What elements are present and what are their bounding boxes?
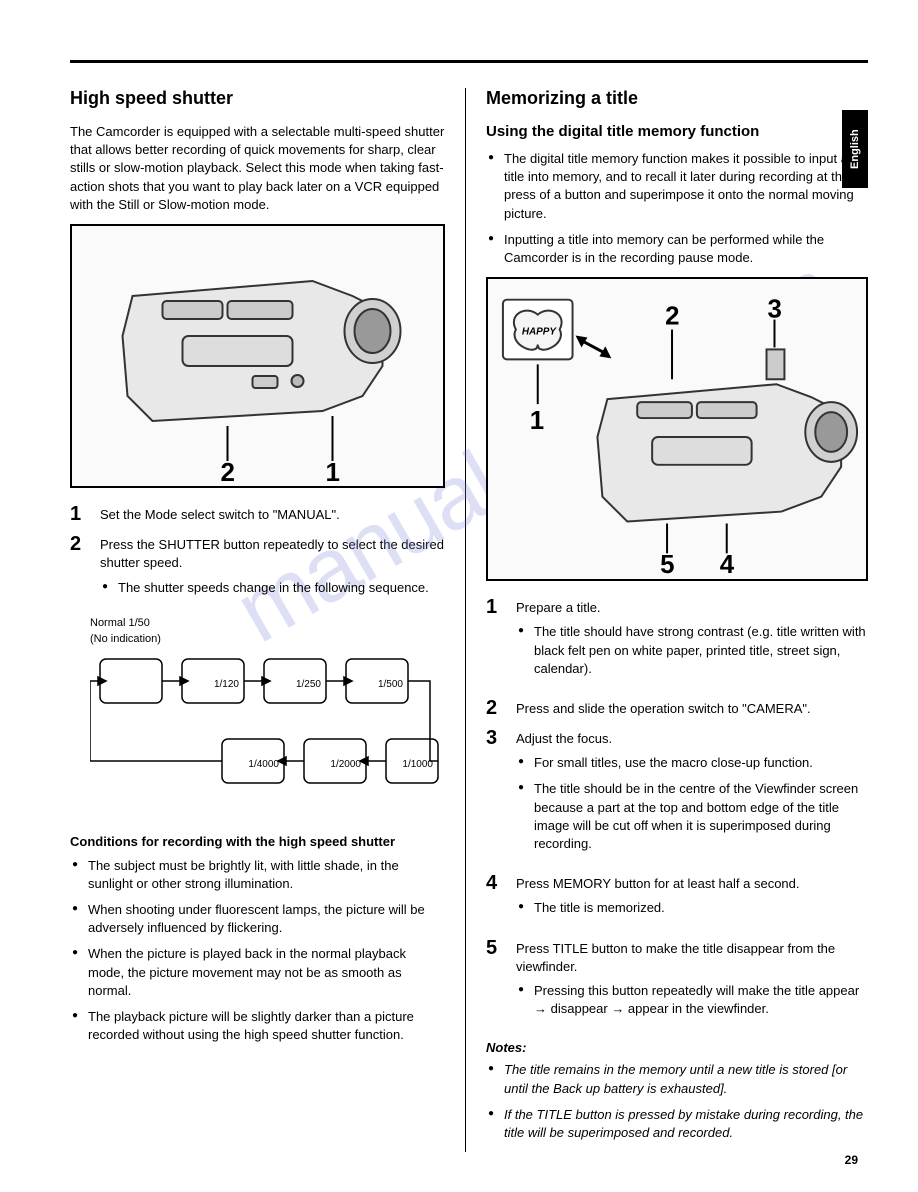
fig-label-2: 2 [665,303,679,331]
step-text: Prepare a title. [516,599,868,617]
fig-label-5: 5 [660,551,674,579]
flow-box: 1/4000 [248,759,279,770]
note-item: The title remains in the memory until a … [486,1061,868,1097]
right-heading: Memorizing a title [486,88,868,109]
flow-box: 1/250 [296,679,321,690]
flow-label-1: Normal 1/50 [90,617,445,629]
fig-label-1: 1 [530,407,544,435]
columns: High speed shutter The Camcorder is equi… [70,88,868,1152]
note-item: If the TITLE button is pressed by mistak… [486,1106,868,1142]
shutter-flow: Normal 1/50 (No indication) 1/120 1 [90,617,445,814]
step-text: Press and slide the operation switch to … [516,698,868,718]
flow-box: 1/500 [378,679,403,690]
notes-list: The title remains in the memory until a … [486,1061,868,1142]
step-text: Press TITLE button to make the title dis… [516,940,868,976]
left-step-1: 1 Set the Mode select switch to "MANUAL"… [70,504,445,524]
right-step-2: 2 Press and slide the operation switch t… [486,698,868,718]
page-number: 29 [845,1153,858,1167]
step-number: 2 [70,534,100,554]
right-step-5: 5 Press TITLE button to make the title d… [486,938,868,1029]
right-column: Memorizing a title Using the digital tit… [466,88,868,1152]
flow-box: 1/120 [214,679,239,690]
step-number: 5 [486,938,516,958]
step-text: Press MEMORY button for at least half a … [516,875,868,893]
flow-box: 1/2000 [330,759,361,770]
intro-bullets: The digital title memory function makes … [486,150,868,267]
fig-label-1: 1 [326,457,340,486]
flow-diagram: 1/120 1/250 1/500 1/4000 1/2000 1/1000 [90,649,440,809]
condition-item: When shooting under fluorescent lamps, t… [70,901,445,937]
step-number: 3 [486,728,516,748]
happy-label: HAPPY [522,327,558,338]
left-heading: High speed shutter [70,88,445,109]
camcorder-title-illustration: HAPPY 1 2 [488,279,866,579]
step-number: 4 [486,873,516,893]
intro-bullet: The digital title memory function makes … [486,150,868,223]
right-figure: HAPPY 1 2 [486,277,868,581]
step-sub: The title should be in the centre of the… [516,780,868,853]
condition-item: The subject must be brightly lit, with l… [70,857,445,893]
step-number: 1 [486,597,516,617]
right-subheading: Using the digital title memory function [486,123,868,140]
left-figure: 2 1 [70,224,445,488]
notes-heading: Notes: [486,1040,868,1055]
step-text: Adjust the focus. [516,730,868,748]
left-intro: The Camcorder is equipped with a selecta… [70,123,445,214]
step-sub: The title is memorized. [516,899,868,917]
intro-bullet: Inputting a title into memory can be per… [486,231,868,267]
fig-label-2: 2 [221,457,235,486]
step-sub: The shutter speeds change in the followi… [100,579,445,597]
conditions-list: The subject must be brightly lit, with l… [70,857,445,1045]
right-step-4: 4 Press MEMORY button for at least half … [486,873,868,927]
step-sub: The title should have strong contrast (e… [516,623,868,678]
conditions-head: Conditions for recording with the high s… [70,834,445,849]
flow-box: 1/1000 [402,759,433,770]
step-sub: Pressing this button repeatedly will mak… [516,982,868,1018]
step-number: 1 [70,504,100,524]
camcorder-illustration: 2 1 [72,226,443,486]
fig-label-3: 3 [768,296,782,324]
left-step-2: 2 Press the SHUTTER button repeatedly to… [70,534,445,607]
step-number: 2 [486,698,516,718]
top-rule [70,60,868,63]
left-column: High speed shutter The Camcorder is equi… [70,88,465,1152]
condition-item: When the picture is played back in the n… [70,945,445,1000]
step-sub: For small titles, use the macro close-up… [516,754,868,772]
fig-label-4: 4 [720,551,735,579]
step-text: Press the SHUTTER button repeatedly to s… [100,536,445,572]
flow-label-2: (No indication) [90,633,445,645]
right-step-1: 1 Prepare a title. The title should have… [486,597,868,688]
condition-item: The playback picture will be slightly da… [70,1008,445,1044]
right-step-3: 3 Adjust the focus. For small titles, us… [486,728,868,863]
step-text: Set the Mode select switch to "MANUAL". [100,504,445,524]
